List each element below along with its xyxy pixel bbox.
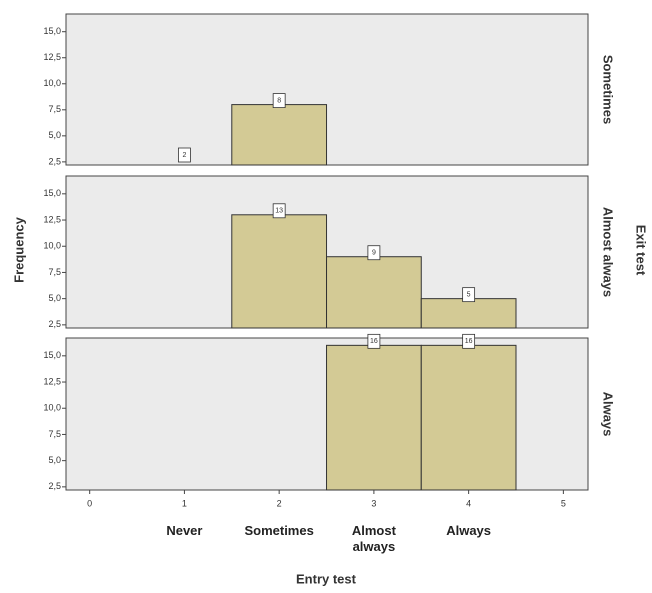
y-tick-label: 10,0 <box>43 78 61 88</box>
y-tick-label: 10,0 <box>43 241 61 251</box>
bar <box>231 104 328 166</box>
value-label-box <box>367 245 381 261</box>
y-tick-label: 15,0 <box>43 26 61 36</box>
x-tick-label: 5 <box>561 498 566 508</box>
y-tick-label: 15,0 <box>43 350 61 360</box>
value-label-box <box>272 93 286 108</box>
value-label-box <box>462 333 476 349</box>
y-tick-label: 12,5 <box>43 376 61 386</box>
facet-label: Always <box>601 392 616 437</box>
value-label-box <box>178 147 191 163</box>
value-label: 8 <box>277 97 281 104</box>
y-tick-label: 15,0 <box>43 188 61 198</box>
x-tick-label: 4 <box>466 498 471 508</box>
facet-label: Almost always <box>601 207 616 297</box>
value-label: 9 <box>372 250 376 257</box>
y-tick-label: 7,5 <box>48 104 61 114</box>
x-tick-label: 1 <box>182 498 187 508</box>
bar <box>231 214 328 329</box>
y-tick-label: 2,5 <box>48 481 61 491</box>
value-label: 2 <box>182 152 186 159</box>
y-tick-label: 7,5 <box>48 429 61 439</box>
y-tick-label: 10,0 <box>43 403 61 413</box>
bar <box>420 298 517 329</box>
x-tick-label: 3 <box>371 498 376 508</box>
y-tick-label: 12,5 <box>43 52 61 62</box>
y-tick-label: 7,5 <box>48 267 61 277</box>
y-tick-label: 2,5 <box>48 319 61 329</box>
y-tick-label: 5,0 <box>48 293 61 303</box>
category-label: Never <box>166 523 203 538</box>
y-tick-label: 12,5 <box>43 214 61 224</box>
value-label: 16 <box>465 338 473 345</box>
value-label: 13 <box>275 208 283 215</box>
category-label: Always <box>446 523 492 538</box>
category-label: Almost always <box>351 523 396 554</box>
category-label: Sometimes <box>244 523 314 538</box>
value-label: 5 <box>467 291 471 298</box>
value-label-box <box>272 203 286 219</box>
y-tick-label: 5,0 <box>48 130 61 140</box>
value-label: 16 <box>370 338 378 345</box>
facet-axis-label: Exit test <box>634 225 649 276</box>
y-tick-label: 2,5 <box>48 156 61 166</box>
x-tick-label: 0 <box>87 498 92 508</box>
bar <box>420 344 517 491</box>
bar <box>326 344 422 491</box>
facet-label: Sometimes <box>601 55 616 124</box>
y-tick-label: 5,0 <box>48 455 61 465</box>
x-tick-label: 2 <box>277 498 282 508</box>
value-label-box <box>367 333 381 349</box>
x-axis-label: Entry test <box>296 571 357 586</box>
bar <box>326 256 422 329</box>
value-label-box <box>462 287 476 303</box>
y-axis-label: Frequency <box>11 216 26 283</box>
